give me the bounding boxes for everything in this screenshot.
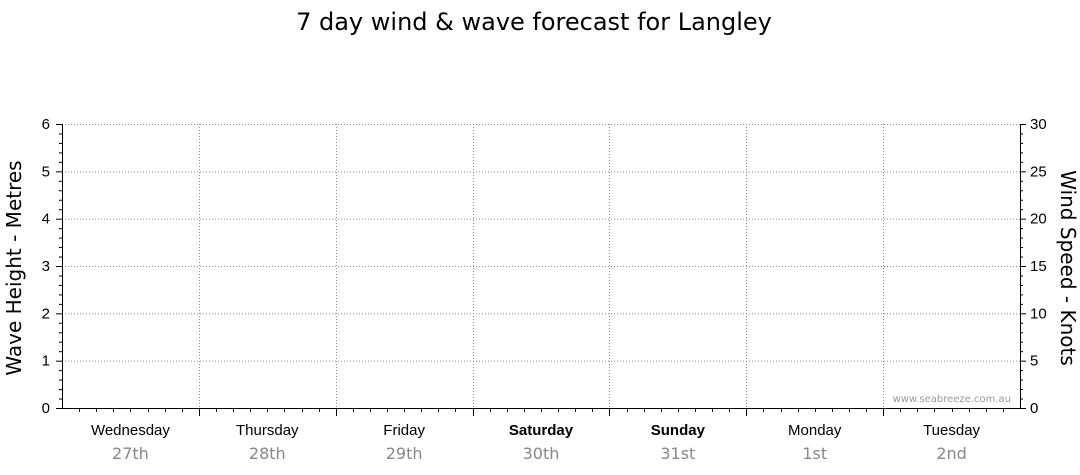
left-axis-tick-label: 5 — [42, 163, 50, 180]
day-label: Thursday — [236, 422, 299, 439]
day-label: Saturday — [509, 422, 574, 439]
watermark: www.seabreeze.com.au — [893, 394, 1011, 405]
left-axis-tick-label: 1 — [42, 353, 50, 370]
day-label: Friday — [383, 422, 425, 439]
right-axis-tick-label: 15 — [1030, 258, 1047, 275]
right-axis-tick-label: 5 — [1030, 353, 1038, 370]
day-date-label: 28th — [249, 444, 286, 463]
day-date-label: 27th — [112, 444, 149, 463]
axis-labels: 0 1 2 3 4 5 6 0 5 10 15 20 25 30 Wednesday 27th Thursday… — [2, 116, 1080, 463]
day-label: Wednesday — [91, 422, 170, 439]
right-axis-tick-label: 30 — [1030, 116, 1047, 133]
day-date-label: 30th — [523, 444, 560, 463]
chart-title: 7 day wind & wave forecast for Langley — [296, 8, 772, 36]
right-axis-tick-label: 0 — [1030, 400, 1038, 417]
grid — [62, 124, 1020, 408]
right-axis-tick-label: 10 — [1030, 305, 1047, 322]
day-date-label: 29th — [386, 444, 423, 463]
day-label: Tuesday — [923, 422, 980, 439]
day-date-label: 2nd — [936, 444, 966, 463]
left-axis-tick-label: 2 — [42, 305, 50, 322]
right-axis-title: Wind Speed - Knots — [1056, 170, 1080, 366]
day-date-label: 1st — [802, 444, 827, 463]
right-axis-tick-label: 25 — [1030, 163, 1047, 180]
axes — [56, 124, 1026, 416]
day-label: Monday — [788, 422, 842, 439]
right-axis-tick-label: 20 — [1030, 211, 1047, 228]
left-axis-title: Wave Height - Metres — [2, 160, 26, 375]
day-label: Sunday — [651, 422, 706, 439]
left-axis-tick-label: 6 — [42, 116, 50, 133]
left-axis-tick-label: 0 — [42, 400, 50, 417]
left-axis-tick-label: 3 — [42, 258, 50, 275]
left-axis-tick-label: 4 — [42, 211, 50, 228]
day-date-label: 31st — [660, 444, 695, 463]
